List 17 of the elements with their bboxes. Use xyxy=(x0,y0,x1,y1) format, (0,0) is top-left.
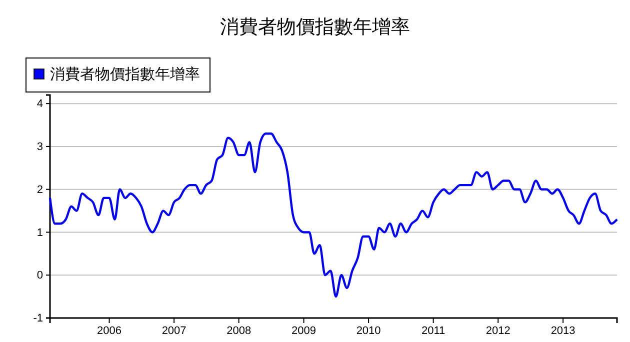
x-tick-label: 2012 xyxy=(486,324,510,337)
y-tick-label: 2 xyxy=(36,184,43,196)
x-tick-label: 2013 xyxy=(550,324,576,337)
y-tick-label: 4 xyxy=(36,98,43,110)
y-tick-label: 0 xyxy=(36,270,43,282)
x-tick-label: 2006 xyxy=(97,324,122,337)
x-tick-label: 2009 xyxy=(292,324,316,337)
line-series xyxy=(48,132,618,298)
x-tick-label: 2011 xyxy=(421,324,446,337)
legend-label: 消費者物價指數年增率 xyxy=(50,66,200,83)
y-tick-label: 3 xyxy=(36,140,43,153)
y-tick-label: -1 xyxy=(33,312,43,325)
x-tick-label: 2008 xyxy=(226,324,252,337)
chart-title: 消費者物價指數年增率 xyxy=(220,16,410,38)
x-tick-label: 2010 xyxy=(356,324,381,337)
y-tick-label: 1 xyxy=(36,226,43,239)
x-tick-label: 2007 xyxy=(162,324,186,337)
